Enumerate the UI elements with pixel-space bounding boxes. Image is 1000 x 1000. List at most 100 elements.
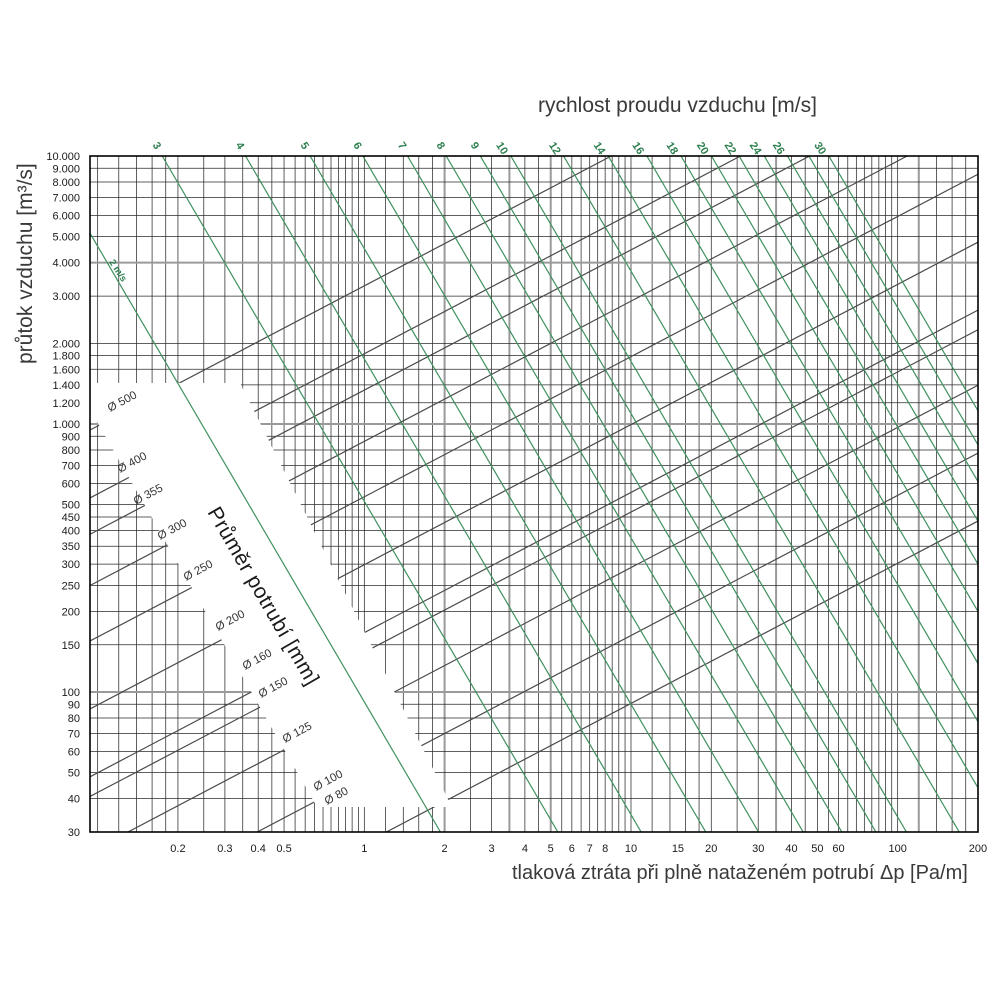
x-tick-label: 100 bbox=[888, 843, 906, 855]
y-tick-label: 250 bbox=[62, 580, 80, 592]
x-tick-label: 3 bbox=[488, 843, 494, 855]
x-tick-label: 15 bbox=[672, 843, 684, 855]
diameter-label-corridor bbox=[75, 383, 452, 807]
y-tick-label: 50 bbox=[68, 768, 80, 780]
velocity-tick-label-14: 14 bbox=[591, 140, 608, 158]
velocity-tick-label-24: 24 bbox=[747, 140, 764, 158]
y-tick-label: 9.000 bbox=[52, 163, 80, 175]
velocity-tick-label-22: 22 bbox=[722, 140, 739, 157]
y-tick-label: 5.000 bbox=[52, 232, 80, 244]
y-tick-label: 8.000 bbox=[52, 177, 80, 189]
velocity-line-2 bbox=[90, 232, 442, 832]
velocity-tick-label-16: 16 bbox=[629, 140, 646, 157]
velocity-line-10 bbox=[510, 156, 908, 832]
y-tick-label: 1.800 bbox=[52, 351, 80, 363]
y-tick-label: 1.200 bbox=[52, 398, 80, 410]
y-tick-label: 3.000 bbox=[52, 291, 80, 303]
velocity-line-8 bbox=[445, 156, 843, 832]
x-tick-label: 0.5 bbox=[276, 843, 291, 855]
x-tick-label: 10 bbox=[625, 843, 637, 855]
velocity-line-9 bbox=[479, 156, 877, 832]
x-tick-label: 1 bbox=[361, 843, 367, 855]
velocity-line-28 bbox=[808, 156, 978, 446]
y-tick-label: 300 bbox=[62, 559, 80, 571]
y-tick-label: 4.000 bbox=[52, 258, 80, 270]
y-tick-label: 10.000 bbox=[46, 151, 80, 163]
velocity-line-20 bbox=[710, 156, 978, 612]
y-tick-label: 100 bbox=[62, 687, 80, 699]
velocity-line-6 bbox=[362, 156, 760, 832]
top-axis-title: rychlost proudu vzduchu [m/s] bbox=[538, 94, 817, 117]
y-tick-label: 70 bbox=[68, 729, 80, 741]
y-tick-label: 350 bbox=[62, 541, 80, 553]
velocity-line-14 bbox=[607, 156, 978, 789]
x-tick-label: 20 bbox=[705, 843, 717, 855]
x-tick-label: 8 bbox=[602, 843, 608, 855]
velocity-tick-label-26: 26 bbox=[770, 140, 787, 157]
x-tick-label: 50 bbox=[811, 843, 823, 855]
y-tick-label: 600 bbox=[62, 478, 80, 490]
label-corridor-layer bbox=[75, 383, 452, 807]
velocity-line-24 bbox=[763, 156, 978, 522]
velocity-tick-label-3: 3 bbox=[150, 140, 163, 152]
y-tick-label: 7.000 bbox=[52, 193, 80, 205]
y-tick-label: 2.000 bbox=[52, 338, 80, 350]
velocity-tick-label-18: 18 bbox=[663, 140, 680, 157]
y-tick-label: 60 bbox=[68, 746, 80, 758]
x-tick-label: 2 bbox=[442, 843, 448, 855]
velocity-tick-label-7: 7 bbox=[395, 140, 408, 152]
diameter-line-80 bbox=[385, 520, 978, 832]
velocity-line-18 bbox=[680, 156, 978, 664]
x-tick-label: 0.3 bbox=[217, 843, 232, 855]
y-tick-label: 150 bbox=[62, 640, 80, 652]
x-tick-label: 7 bbox=[587, 843, 593, 855]
y-tick-label: 200 bbox=[62, 606, 80, 618]
velocity-line-4 bbox=[244, 156, 642, 832]
diameter-line-150 bbox=[90, 329, 978, 798]
y-tick-label: 400 bbox=[62, 526, 80, 538]
x-tick-label: 0.2 bbox=[170, 843, 185, 855]
velocity-line-5 bbox=[309, 156, 707, 832]
y-tick-label: 40 bbox=[68, 794, 80, 806]
velocity-line-16 bbox=[646, 156, 978, 722]
velocity-line-12 bbox=[563, 156, 960, 832]
velocity-tick-label-9: 9 bbox=[468, 140, 481, 152]
x-tick-label: 0.4 bbox=[251, 843, 266, 855]
velocity-line-22 bbox=[738, 156, 978, 565]
y-tick-label: 1.400 bbox=[52, 380, 80, 392]
y-tick-label: 450 bbox=[62, 512, 80, 524]
y-tick-label: 30 bbox=[68, 827, 80, 839]
y-tick-label: 80 bbox=[68, 713, 80, 725]
diameter-line-160 bbox=[90, 309, 978, 778]
velocity-tick-label-6: 6 bbox=[350, 140, 363, 152]
x-tick-label: 5 bbox=[548, 843, 554, 855]
velocity-line-3 bbox=[161, 156, 559, 832]
velocity-tick-label-12: 12 bbox=[546, 140, 563, 157]
y-tick-label: 800 bbox=[62, 445, 80, 457]
x-tick-label: 6 bbox=[569, 843, 575, 855]
velocity-lines-layer bbox=[90, 156, 978, 832]
velocity-line-7 bbox=[407, 156, 804, 832]
velocity-tick-label-8: 8 bbox=[434, 140, 447, 152]
x-tick-label: 60 bbox=[832, 843, 844, 855]
x-tick-label: 30 bbox=[752, 843, 764, 855]
y-tick-label: 90 bbox=[68, 699, 80, 711]
x-tick-label: 40 bbox=[785, 843, 797, 855]
y-tick-label: 500 bbox=[62, 500, 80, 512]
x-tick-label: 200 bbox=[969, 843, 987, 855]
velocity-tick-label-5: 5 bbox=[298, 140, 311, 152]
velocity-tick-label-4: 4 bbox=[233, 140, 247, 152]
x-tick-label: 4 bbox=[522, 843, 528, 855]
plot-frame bbox=[89, 155, 979, 833]
bottom-axis-title: tlaková ztráta při plně nataženém potrub… bbox=[512, 862, 968, 884]
velocity-tick-label-30: 30 bbox=[811, 140, 828, 157]
y-tick-label: 6.000 bbox=[52, 210, 80, 222]
y-tick-label: 1.000 bbox=[52, 419, 80, 431]
y-tick-label: 700 bbox=[62, 461, 80, 473]
velocity-tick-label-20: 20 bbox=[694, 140, 711, 157]
y-tick-label: 1.600 bbox=[52, 364, 80, 376]
velocity-line-26 bbox=[786, 156, 978, 482]
velocity-tick-label-10: 10 bbox=[493, 140, 510, 157]
